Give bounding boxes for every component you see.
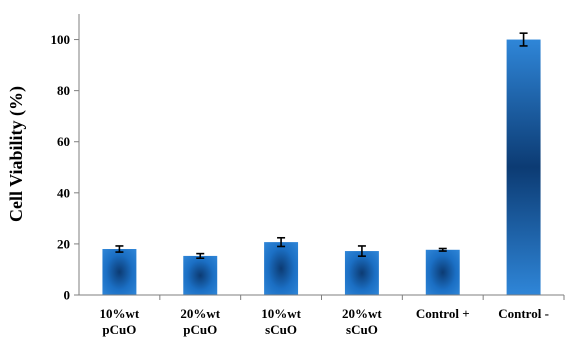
- x-tick-label: 20%wt: [180, 306, 220, 321]
- bar: [264, 242, 299, 295]
- x-tick-label: 10%wt: [100, 306, 140, 321]
- bars: [102, 39, 541, 295]
- x-tick-label: Control -: [498, 306, 549, 321]
- y-tick-label: 20: [57, 236, 70, 251]
- x-tick-label: Control +: [416, 306, 470, 321]
- y-tick-label: 40: [57, 185, 70, 200]
- x-tick-label: pCuO: [102, 322, 136, 337]
- x-tick-label: 20%wt: [342, 306, 382, 321]
- x-axis-categories: 10%wtpCuO20%wtpCuO10%wtsCuO20%wtsCuOCont…: [100, 295, 565, 337]
- x-tick-label: sCuO: [265, 322, 297, 337]
- bar: [183, 255, 218, 295]
- x-tick-label: pCuO: [183, 322, 217, 337]
- x-tick-label: 10%wt: [261, 306, 301, 321]
- y-axis-ticks: 0 20 40 60 80 100: [51, 32, 79, 303]
- y-tick-label: 60: [57, 134, 70, 149]
- bar: [102, 249, 137, 295]
- bar: [506, 39, 541, 295]
- x-tick-label: sCuO: [346, 322, 378, 337]
- y-axis-title: Cell Viability (%): [6, 86, 27, 222]
- y-tick-label: 0: [64, 288, 71, 303]
- y-tick-label: 100: [51, 32, 71, 47]
- error-bars: [115, 32, 528, 260]
- y-tick-label: 80: [57, 83, 70, 98]
- bar: [425, 249, 460, 295]
- bar: [344, 251, 379, 295]
